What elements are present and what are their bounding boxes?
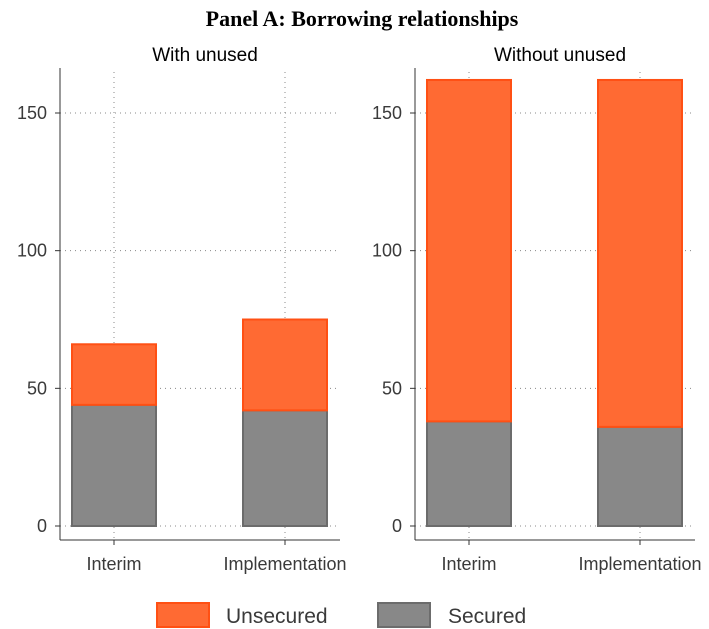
y-tick-label: 100 — [17, 241, 47, 261]
legend-swatch-secured — [377, 602, 431, 628]
panel-1: With unused 0 50 100 150 Interim Implementatio… — [17, 45, 347, 574]
x-tick-label: Implementation — [223, 554, 346, 574]
bar-secured-implementation — [242, 409, 328, 527]
panel-title: With unused — [152, 45, 258, 66]
legend-swatch-unsecured — [156, 602, 210, 628]
bar-unsecured-interim — [426, 78, 512, 423]
y-tick-label: 100 — [372, 241, 402, 261]
bar-unsecured-implementation — [242, 318, 328, 412]
figure-title: Panel A: Borrowing relationships — [206, 6, 519, 31]
y-tick-label: 0 — [37, 516, 47, 536]
bar-secured-implementation — [597, 425, 683, 528]
legend-label-unsecured: Unsecured — [226, 605, 328, 628]
legend: Unsecured Secured — [156, 602, 526, 628]
x-tick-label: Interim — [441, 554, 496, 574]
bar-secured-interim — [426, 420, 512, 527]
legend-label-secured: Secured — [448, 605, 526, 628]
y-tick-label: 150 — [17, 103, 47, 123]
x-tick-label: Interim — [86, 554, 141, 574]
y-tick-label: 50 — [382, 378, 402, 398]
x-tick-label: Implementation — [578, 554, 701, 574]
panel-2: Without unused 0 50 100 150 Interim Implementa… — [372, 45, 702, 574]
bar-unsecured-interim — [71, 343, 157, 406]
bar-secured-interim — [71, 403, 157, 527]
y-tick-label: 50 — [27, 378, 47, 398]
y-tick-label: 0 — [392, 516, 402, 536]
bar-unsecured-implementation — [597, 78, 683, 428]
y-tick-label: 150 — [372, 103, 402, 123]
panel-title: Without unused — [494, 45, 626, 66]
